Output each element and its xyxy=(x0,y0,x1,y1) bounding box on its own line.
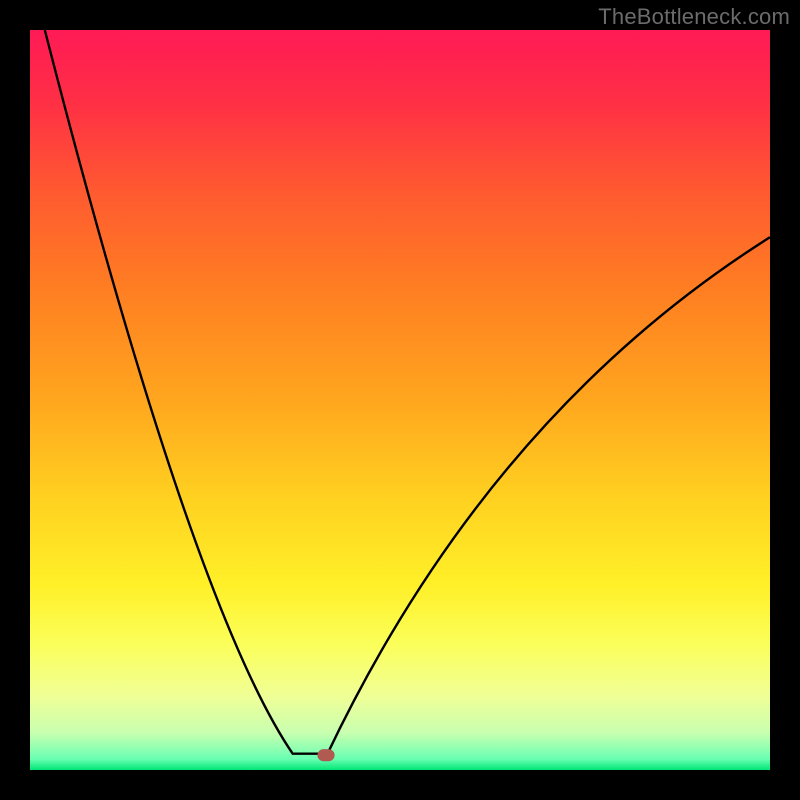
minimum-marker xyxy=(317,749,334,761)
plot-area xyxy=(30,30,770,770)
gradient-background xyxy=(30,30,770,770)
watermark: TheBottleneck.com xyxy=(598,4,790,30)
bottleneck-chart xyxy=(30,30,770,770)
